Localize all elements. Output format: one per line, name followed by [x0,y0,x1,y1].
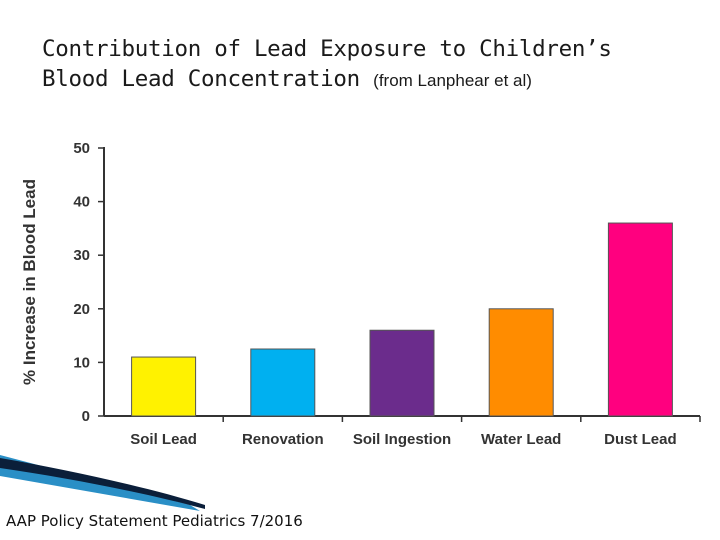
title-line-2: Blood Lead Concentration (from Lanphear … [42,64,702,96]
x-tick-label: Renovation [242,431,324,448]
slide-title: Contribution of Lead Exposure to Childre… [42,34,702,96]
title-line-2-main: Blood Lead Concentration [42,66,360,92]
y-tick-label: 20 [73,301,90,318]
x-tick-label: Dust Lead [604,431,677,448]
y-tick-label: 40 [73,194,90,211]
footer-citation: AAP Policy Statement Pediatrics 7/2016 [6,512,303,530]
decorative-swoosh-dark [0,458,205,509]
title-line-1: Contribution of Lead Exposure to Childre… [42,36,612,62]
bar-soil-lead [131,356,197,417]
x-tick-label: Soil Lead [130,431,197,448]
y-tick-label: 10 [73,354,90,371]
y-tick-label: 0 [82,408,90,425]
y-axis-title: % Increase in Blood Lead [20,179,39,385]
bar-soil-ingestion [369,329,435,417]
y-tick-label: 30 [73,247,90,264]
bar-water-lead [488,308,554,417]
x-tick-label: Water Lead [481,431,561,448]
bar-renovation [250,348,316,417]
bar-dust-lead [607,222,673,417]
y-tick-label: 50 [73,140,90,157]
x-tick-label: Soil Ingestion [353,431,451,448]
title-source-note: (from Lanphear et al) [373,71,532,90]
